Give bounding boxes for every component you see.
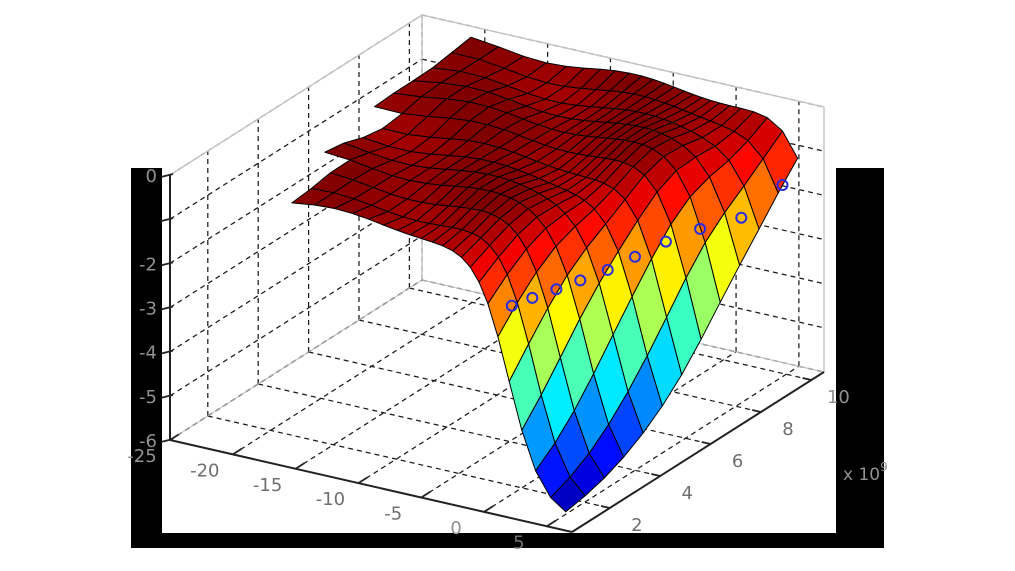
path-marker [574,274,587,287]
z-tick-mark [160,305,174,311]
y-tick-mark [651,473,661,477]
y-tick-label: 8 [782,419,793,440]
right-margin-panel [836,168,884,548]
grid-line [421,235,825,329]
z-tick-label: -3 [139,299,157,320]
path-marker [550,283,563,296]
x-tick-label: -15 [253,475,282,496]
y-tick-label: 4 [681,483,692,504]
path-marker [776,179,789,191]
x-tick-label: 0 [450,518,461,539]
z-tick-label: 0 [146,166,157,187]
x-tick-mark [546,519,557,528]
z-tick-label: -2 [139,254,157,275]
z-tick-mark [160,261,174,267]
path-marker [694,222,707,235]
grid-line [169,191,423,353]
z-tick-mark [160,173,174,178]
y-tick-mark [802,377,812,381]
x-tick-mark [483,505,494,513]
path-marker [735,211,748,224]
surface-mesh [291,36,799,513]
path-marker [526,291,539,304]
x-tick-mark [357,476,368,484]
y-axis-exponent-label: x 109 [843,460,888,485]
grid-line [358,322,611,484]
grid-line [232,293,486,455]
x-tick-mark [232,448,243,456]
grid-line [295,308,548,470]
grid-line [169,235,423,397]
path-marker [601,263,614,276]
grid-line [420,336,674,499]
path-markers [505,179,789,312]
z-tick-label: -6 [139,431,157,452]
grid-line [169,14,423,176]
grid-line [207,415,610,509]
grid-line [169,58,423,220]
path-marker [659,235,672,248]
x-tick-label: -5 [384,504,402,525]
margin-panels [131,168,884,548]
y-tick-mark [752,409,762,413]
tick-labels: -25 -20 -15 -10 -5 0 5 2 4 6 8 10 0 -2 -3 -4 -5 -6 x 109 [127,166,887,553]
tick-marks [160,173,812,528]
z-tick-label: -5 [139,387,157,408]
z-tick-label: -4 [139,343,157,364]
x-tick-mark [295,462,305,470]
x-tick-mark [420,491,431,499]
z-tick-mark [160,217,174,223]
z-tick-mark [160,349,174,355]
y-tick-label: 2 [631,515,642,536]
grid-line [421,14,825,108]
z-tick-mark [160,438,174,443]
grid-line [169,439,573,533]
path-marker [505,299,518,312]
grid-line [421,191,825,285]
grid-line [169,146,423,309]
y-tick-label: 10 [827,387,850,408]
path-marker [629,250,641,263]
bottom-margin-panel [131,533,884,548]
x-tick-label: 5 [513,532,524,553]
left-margin-panel [131,168,162,548]
z-tick-mark [160,393,174,399]
x-tick-label: -20 [190,460,219,481]
y-tick-mark [600,505,610,509]
grid-line [358,319,762,413]
grid-line [169,102,423,264]
grid-line [571,371,825,533]
x-tick-label: -25 [127,446,156,467]
grid-line [483,351,737,513]
surface-face [550,476,586,513]
y-tick-label: 6 [732,451,743,472]
grid-line [169,279,423,441]
x-tick-label: -10 [316,489,345,510]
grid-line [409,287,812,381]
grid-line [546,365,800,527]
y-tick-mark [701,441,711,445]
